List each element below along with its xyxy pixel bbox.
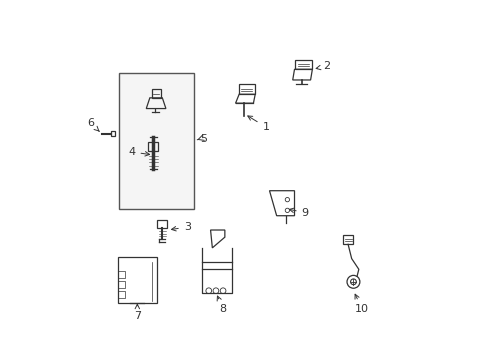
Text: 5: 5 <box>200 134 206 144</box>
Text: 4: 4 <box>128 147 149 157</box>
Bar <box>110 131 115 136</box>
Bar <box>118 282 124 288</box>
Bar <box>148 143 158 152</box>
Text: 2: 2 <box>316 61 329 71</box>
Text: 6: 6 <box>87 118 99 131</box>
Bar <box>118 292 124 298</box>
Text: 7: 7 <box>134 304 141 321</box>
Text: 1: 1 <box>247 116 269 132</box>
Text: 10: 10 <box>354 294 368 314</box>
FancyBboxPatch shape <box>119 73 194 208</box>
Text: 9: 9 <box>289 208 308 218</box>
Text: 3: 3 <box>171 222 190 232</box>
Bar <box>157 220 167 228</box>
Bar <box>118 271 124 278</box>
Bar <box>342 235 353 244</box>
Text: 8: 8 <box>217 296 226 314</box>
Bar <box>118 257 157 303</box>
